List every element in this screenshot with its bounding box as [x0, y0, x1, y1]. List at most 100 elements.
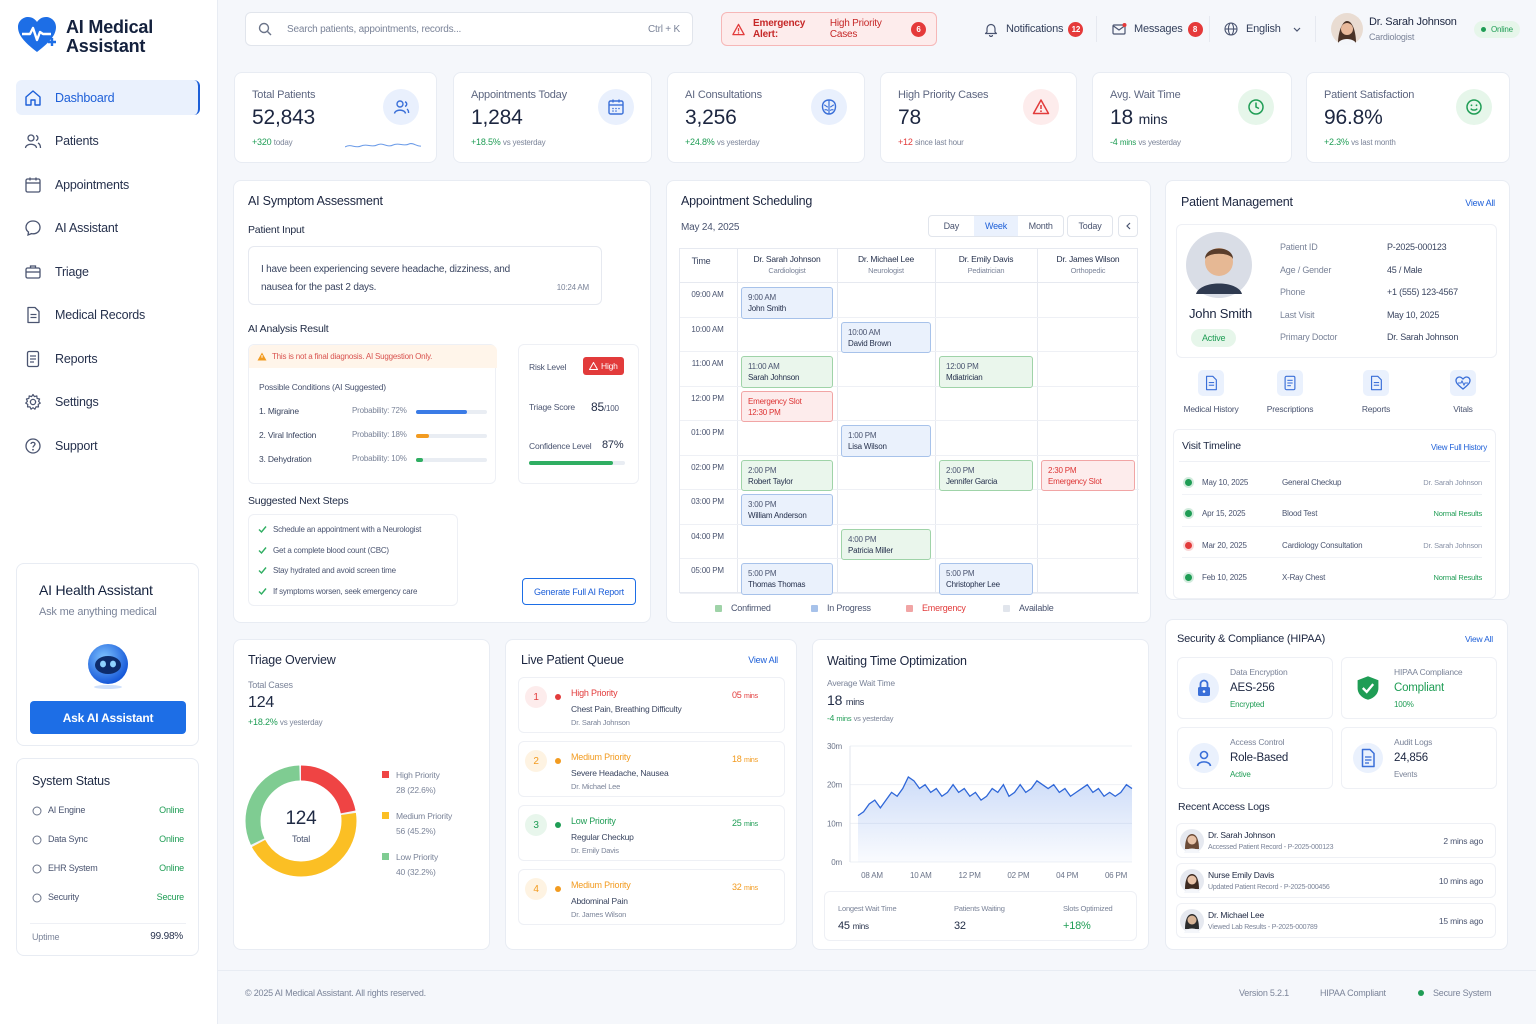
tile-label: Audit Logs	[1394, 737, 1433, 747]
access-log-item[interactable]: Nurse Emily Davis Updated Patient Record …	[1176, 863, 1496, 898]
sidebar-item-patients[interactable]: Patients	[16, 124, 200, 159]
sidebar-item-settings[interactable]: Settings	[16, 385, 200, 420]
queue-number: 4	[525, 878, 547, 900]
stat-card-avg-wait-time[interactable]: Avg. Wait Time 18 mins -4 mins vs yesterda…	[1092, 72, 1292, 163]
patient-name: John Smith	[1189, 306, 1253, 321]
triage-legend-value: 40 (32.2%)	[396, 867, 436, 877]
timeline-dot	[1185, 541, 1192, 549]
visit-timeline-item[interactable]: Feb 10, 2025 X-Ray Chest Normal Results	[1182, 565, 1482, 590]
access-log-item[interactable]: Dr. Sarah Johnson Accessed Patient Record…	[1176, 823, 1496, 858]
stat-delta: +320 today	[252, 137, 293, 147]
emergency-alert-button[interactable]: Emergency Alert: High Priority Cases 6	[721, 12, 937, 46]
stat-card-high-priority-cases[interactable]: High Priority Cases 78 +12 since last hour	[880, 72, 1077, 163]
queue-priority: High Priority	[571, 688, 618, 698]
queue-view-all-link[interactable]: View All	[748, 655, 778, 665]
next-step-item: Get a complete blood count (CBC)	[258, 546, 389, 555]
appointment-slot[interactable]: 9:00 AM John Smith	[741, 287, 833, 319]
log-time: 10 mins ago	[1438, 876, 1483, 886]
messages-button[interactable]: Messages 8	[1112, 13, 1203, 45]
appointment-slot[interactable]: 3:00 PM William Anderson	[741, 494, 833, 526]
search-input[interactable]: Search patients, appointments, records..…	[245, 12, 693, 46]
sidebar-item-dashboard[interactable]: Dashboard	[16, 80, 200, 115]
appointment-slot[interactable]: 5:00 PM Thomas Thomas	[741, 563, 833, 595]
queue-item[interactable]: 2 Medium Priority Severe Headache, Nausea D…	[518, 741, 785, 797]
security-title: Security & Compliance (HIPAA)	[1177, 633, 1326, 645]
patient-field-label: Last Visit	[1280, 309, 1315, 320]
log-user: Nurse Emily Davis	[1208, 870, 1275, 880]
queue-priority: Medium Priority	[571, 880, 631, 890]
slots-optimized-value: +18%	[1063, 920, 1091, 932]
notifications-badge: 12	[1068, 21, 1084, 37]
quick-action-medical-history[interactable]: Medical History	[1171, 370, 1251, 414]
view-month-button[interactable]: Month	[1028, 221, 1053, 231]
risk-level-badge: High	[583, 357, 624, 375]
notifications-button[interactable]: Notifications 12	[984, 13, 1084, 45]
appointment-slot[interactable]: 10:00 AM David Brown	[841, 321, 931, 353]
tile-value: Compliant	[1394, 682, 1444, 694]
sidebar-item-appointments[interactable]: Appointments	[16, 167, 200, 202]
stat-value: 78	[898, 106, 921, 129]
visit-timeline-item[interactable]: May 10, 2025 General Checkup Dr. Sarah Joh…	[1182, 470, 1482, 495]
sidebar-item-ai-assistant[interactable]: AI Assistant	[16, 211, 200, 246]
ask-ai-assistant-button[interactable]: Ask AI Assistant	[30, 701, 186, 734]
today-button[interactable]: Today	[1067, 215, 1113, 237]
tile-value: 24,856	[1394, 752, 1428, 764]
sidebar-item-support[interactable]: Support	[16, 428, 200, 463]
queue-item[interactable]: 1 High Priority Chest Pain, Breathing Diff…	[518, 677, 785, 733]
stat-card-total-patients[interactable]: Total Patients 52,843 +320 today	[234, 72, 437, 163]
patient-view-all-link[interactable]: View All	[1465, 198, 1495, 208]
access-log-item[interactable]: Dr. Michael Lee Viewed Lab Results - P-20…	[1176, 903, 1496, 938]
stat-card-patient-satisfaction[interactable]: Patient Satisfaction 96.8% +2.3% vs last m…	[1306, 72, 1510, 163]
quick-action-prescriptions[interactable]: Prescriptions	[1250, 370, 1330, 414]
sidebar-item-medical-records[interactable]: Medical Records	[16, 298, 200, 333]
triage-legend-label: Medium Priority	[396, 811, 453, 821]
generate-report-button[interactable]: Generate Full AI Report	[522, 578, 636, 605]
view-week-button[interactable]: Week	[973, 216, 1019, 236]
appointment-slot[interactable]: Emergency Slot 12:30 PM	[741, 390, 833, 422]
queue-item[interactable]: 3 Low Priority Regular Checkup Dr. Emily Da…	[518, 805, 785, 861]
document-icon	[1353, 743, 1383, 773]
prev-button[interactable]	[1118, 215, 1138, 237]
quick-action-reports[interactable]: Reports	[1336, 370, 1416, 414]
tile-label: Data Encryption	[1230, 667, 1288, 677]
appointment-slot[interactable]: 4:00 PM Patricia Miller	[841, 528, 931, 560]
stat-card-ai-consultations[interactable]: AI Consultations 3,256 +24.8% vs yesterday	[667, 72, 865, 163]
quick-action-vitals[interactable]: Vitals	[1423, 370, 1503, 414]
security-tile-hipaa-compliance[interactable]: HIPAA Compliance Compliant 100%	[1341, 657, 1497, 719]
security-view-all-link[interactable]: View All	[1464, 634, 1493, 644]
view-full-history-link[interactable]: View Full History	[1430, 443, 1487, 452]
chat-icon	[25, 220, 41, 237]
security-tile-data-encryption[interactable]: Data Encryption AES-256 Encrypted	[1177, 657, 1333, 719]
time-slot-label: 02:00 PM	[691, 462, 724, 472]
appointment-slot[interactable]: 2:30 PM Emergency Slot	[1041, 459, 1135, 491]
appointment-slot[interactable]: 11:00 AM Sarah Johnson	[741, 356, 833, 388]
user-avatar[interactable]	[1331, 13, 1363, 45]
security-tile-access-control[interactable]: Access Control Role-Based Active	[1177, 727, 1333, 789]
security-tile-audit-logs[interactable]: Audit Logs 24,856 Events	[1341, 727, 1497, 789]
emergency-count-badge: 6	[910, 21, 926, 37]
appointment-slot[interactable]: 2:00 PM Robert Taylor	[741, 459, 833, 491]
sidebar-item-reports[interactable]: Reports	[16, 341, 200, 376]
patient-mgmt-title: Patient Management	[1181, 195, 1293, 209]
language-select[interactable]: English	[1224, 13, 1301, 45]
appointment-slot[interactable]: 2:00 PM Jennifer Garcia	[939, 459, 1033, 491]
appointment-scheduling-card: Appointment Scheduling May 24, 2025 Day …	[666, 180, 1151, 623]
appointment-slot[interactable]: 1:00 PM Lisa Wilson	[841, 425, 931, 457]
patients-sparkline	[345, 139, 421, 151]
y-tick-label: 0m	[831, 858, 842, 867]
appointment-slot[interactable]: 12:00 PM Mdiatrician	[939, 356, 1033, 388]
view-day-button[interactable]: Day	[943, 221, 960, 231]
status-value: Online	[159, 863, 184, 873]
clock-icon	[1238, 89, 1274, 125]
longest-wait-label: Longest Wait Time	[838, 904, 897, 913]
queue-item[interactable]: 4 Medium Priority Abdominal Pain Dr. James …	[518, 869, 785, 925]
log-avatar	[1180, 869, 1204, 893]
appointment-slot[interactable]: 5:00 PM Christopher Lee	[939, 563, 1033, 595]
system-status-card: System Status AI Engine Online Data Sync On…	[16, 758, 199, 956]
stat-card-appointments-today[interactable]: Appointments Today 1,284 +18.5% vs yesterd…	[453, 72, 652, 163]
sidebar-item-triage[interactable]: Triage	[16, 254, 200, 289]
visit-timeline-item[interactable]: Apr 15, 2025 Blood Test Normal Results	[1182, 502, 1482, 527]
visit-timeline-item[interactable]: Mar 20, 2025 Cardiology Consultation Dr. S…	[1182, 533, 1482, 558]
status-label: Data Sync	[48, 834, 88, 844]
chevron-left-icon	[1125, 222, 1130, 230]
